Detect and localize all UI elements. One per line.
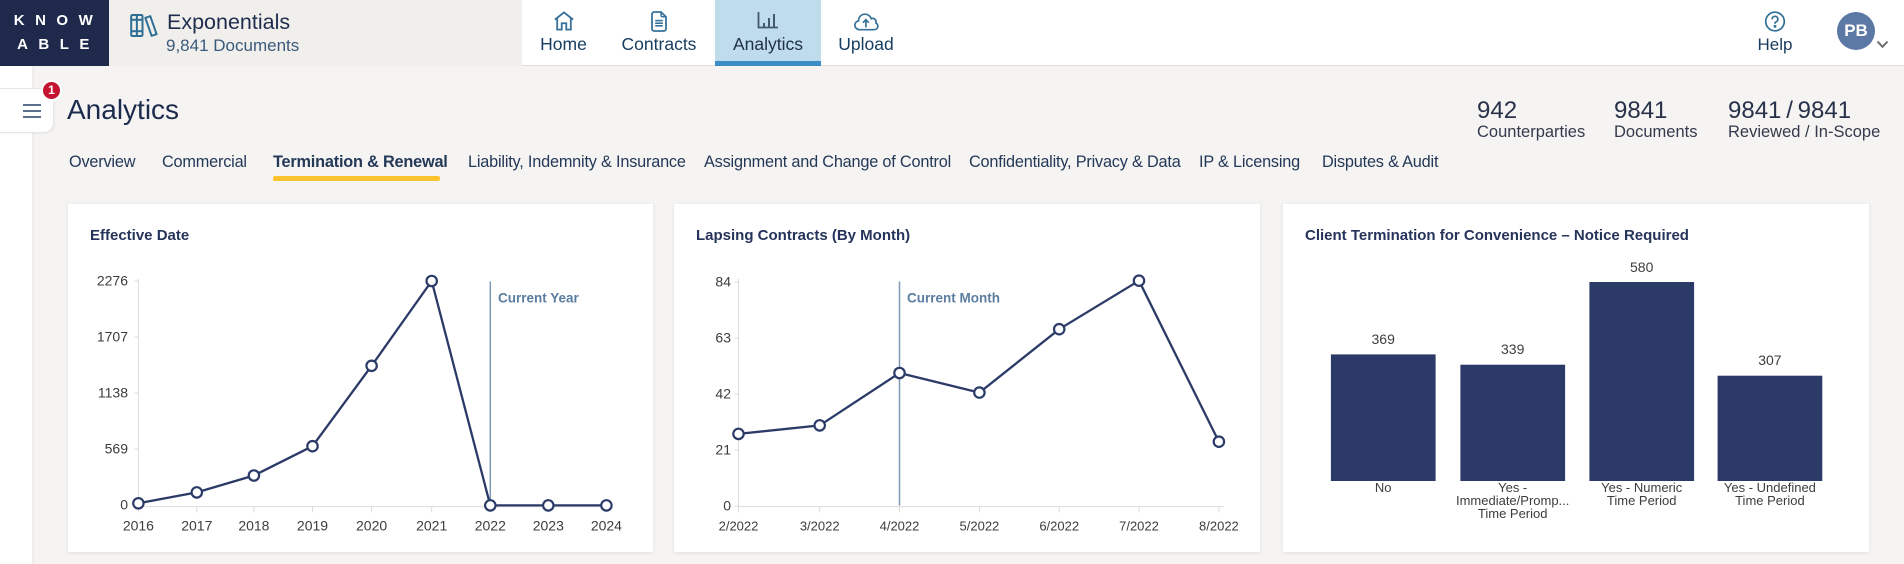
- svg-text:339: 339: [1501, 341, 1525, 357]
- svg-text:63: 63: [715, 330, 731, 346]
- svg-text:Yes -: Yes -: [1498, 480, 1527, 495]
- svg-text:2020: 2020: [356, 518, 387, 534]
- svg-text:2019: 2019: [297, 518, 328, 534]
- svg-text:369: 369: [1372, 331, 1396, 347]
- svg-text:42: 42: [715, 386, 731, 402]
- svg-text:580: 580: [1630, 259, 1654, 275]
- svg-text:Immediate/Promp...: Immediate/Promp...: [1456, 493, 1569, 508]
- svg-text:307: 307: [1758, 352, 1782, 368]
- svg-text:2022: 2022: [475, 518, 506, 534]
- svg-text:3/2022: 3/2022: [800, 519, 840, 534]
- svg-text:7/2022: 7/2022: [1119, 519, 1159, 534]
- svg-text:2018: 2018: [238, 518, 269, 534]
- svg-text:0: 0: [120, 497, 128, 513]
- svg-text:2/2022: 2/2022: [719, 519, 759, 534]
- svg-text:No: No: [1375, 480, 1392, 495]
- svg-text:2017: 2017: [181, 518, 212, 534]
- svg-text:Yes - Numeric: Yes - Numeric: [1601, 480, 1683, 495]
- svg-text:2024: 2024: [591, 518, 622, 534]
- svg-text:Current Month: Current Month: [907, 291, 1000, 306]
- svg-text:2021: 2021: [416, 518, 447, 534]
- svg-text:Time Period: Time Period: [1607, 493, 1677, 508]
- svg-text:2023: 2023: [533, 518, 564, 534]
- svg-text:1138: 1138: [98, 385, 128, 401]
- svg-text:84: 84: [715, 274, 731, 290]
- svg-text:2016: 2016: [123, 518, 154, 534]
- svg-text:Time Period: Time Period: [1478, 506, 1548, 521]
- svg-text:1707: 1707: [97, 329, 128, 345]
- svg-text:569: 569: [105, 441, 129, 457]
- svg-text:2276: 2276: [97, 273, 128, 289]
- svg-text:8/2022: 8/2022: [1199, 519, 1239, 534]
- svg-text:Current Year: Current Year: [498, 291, 580, 306]
- svg-text:6/2022: 6/2022: [1039, 519, 1079, 534]
- svg-text:21: 21: [715, 442, 731, 458]
- svg-text:Yes - Undefined: Yes - Undefined: [1724, 480, 1816, 495]
- svg-text:5/2022: 5/2022: [960, 519, 1000, 534]
- svg-text:0: 0: [723, 498, 731, 514]
- svg-text:4/2022: 4/2022: [880, 519, 920, 534]
- svg-text:Time Period: Time Period: [1735, 493, 1805, 508]
